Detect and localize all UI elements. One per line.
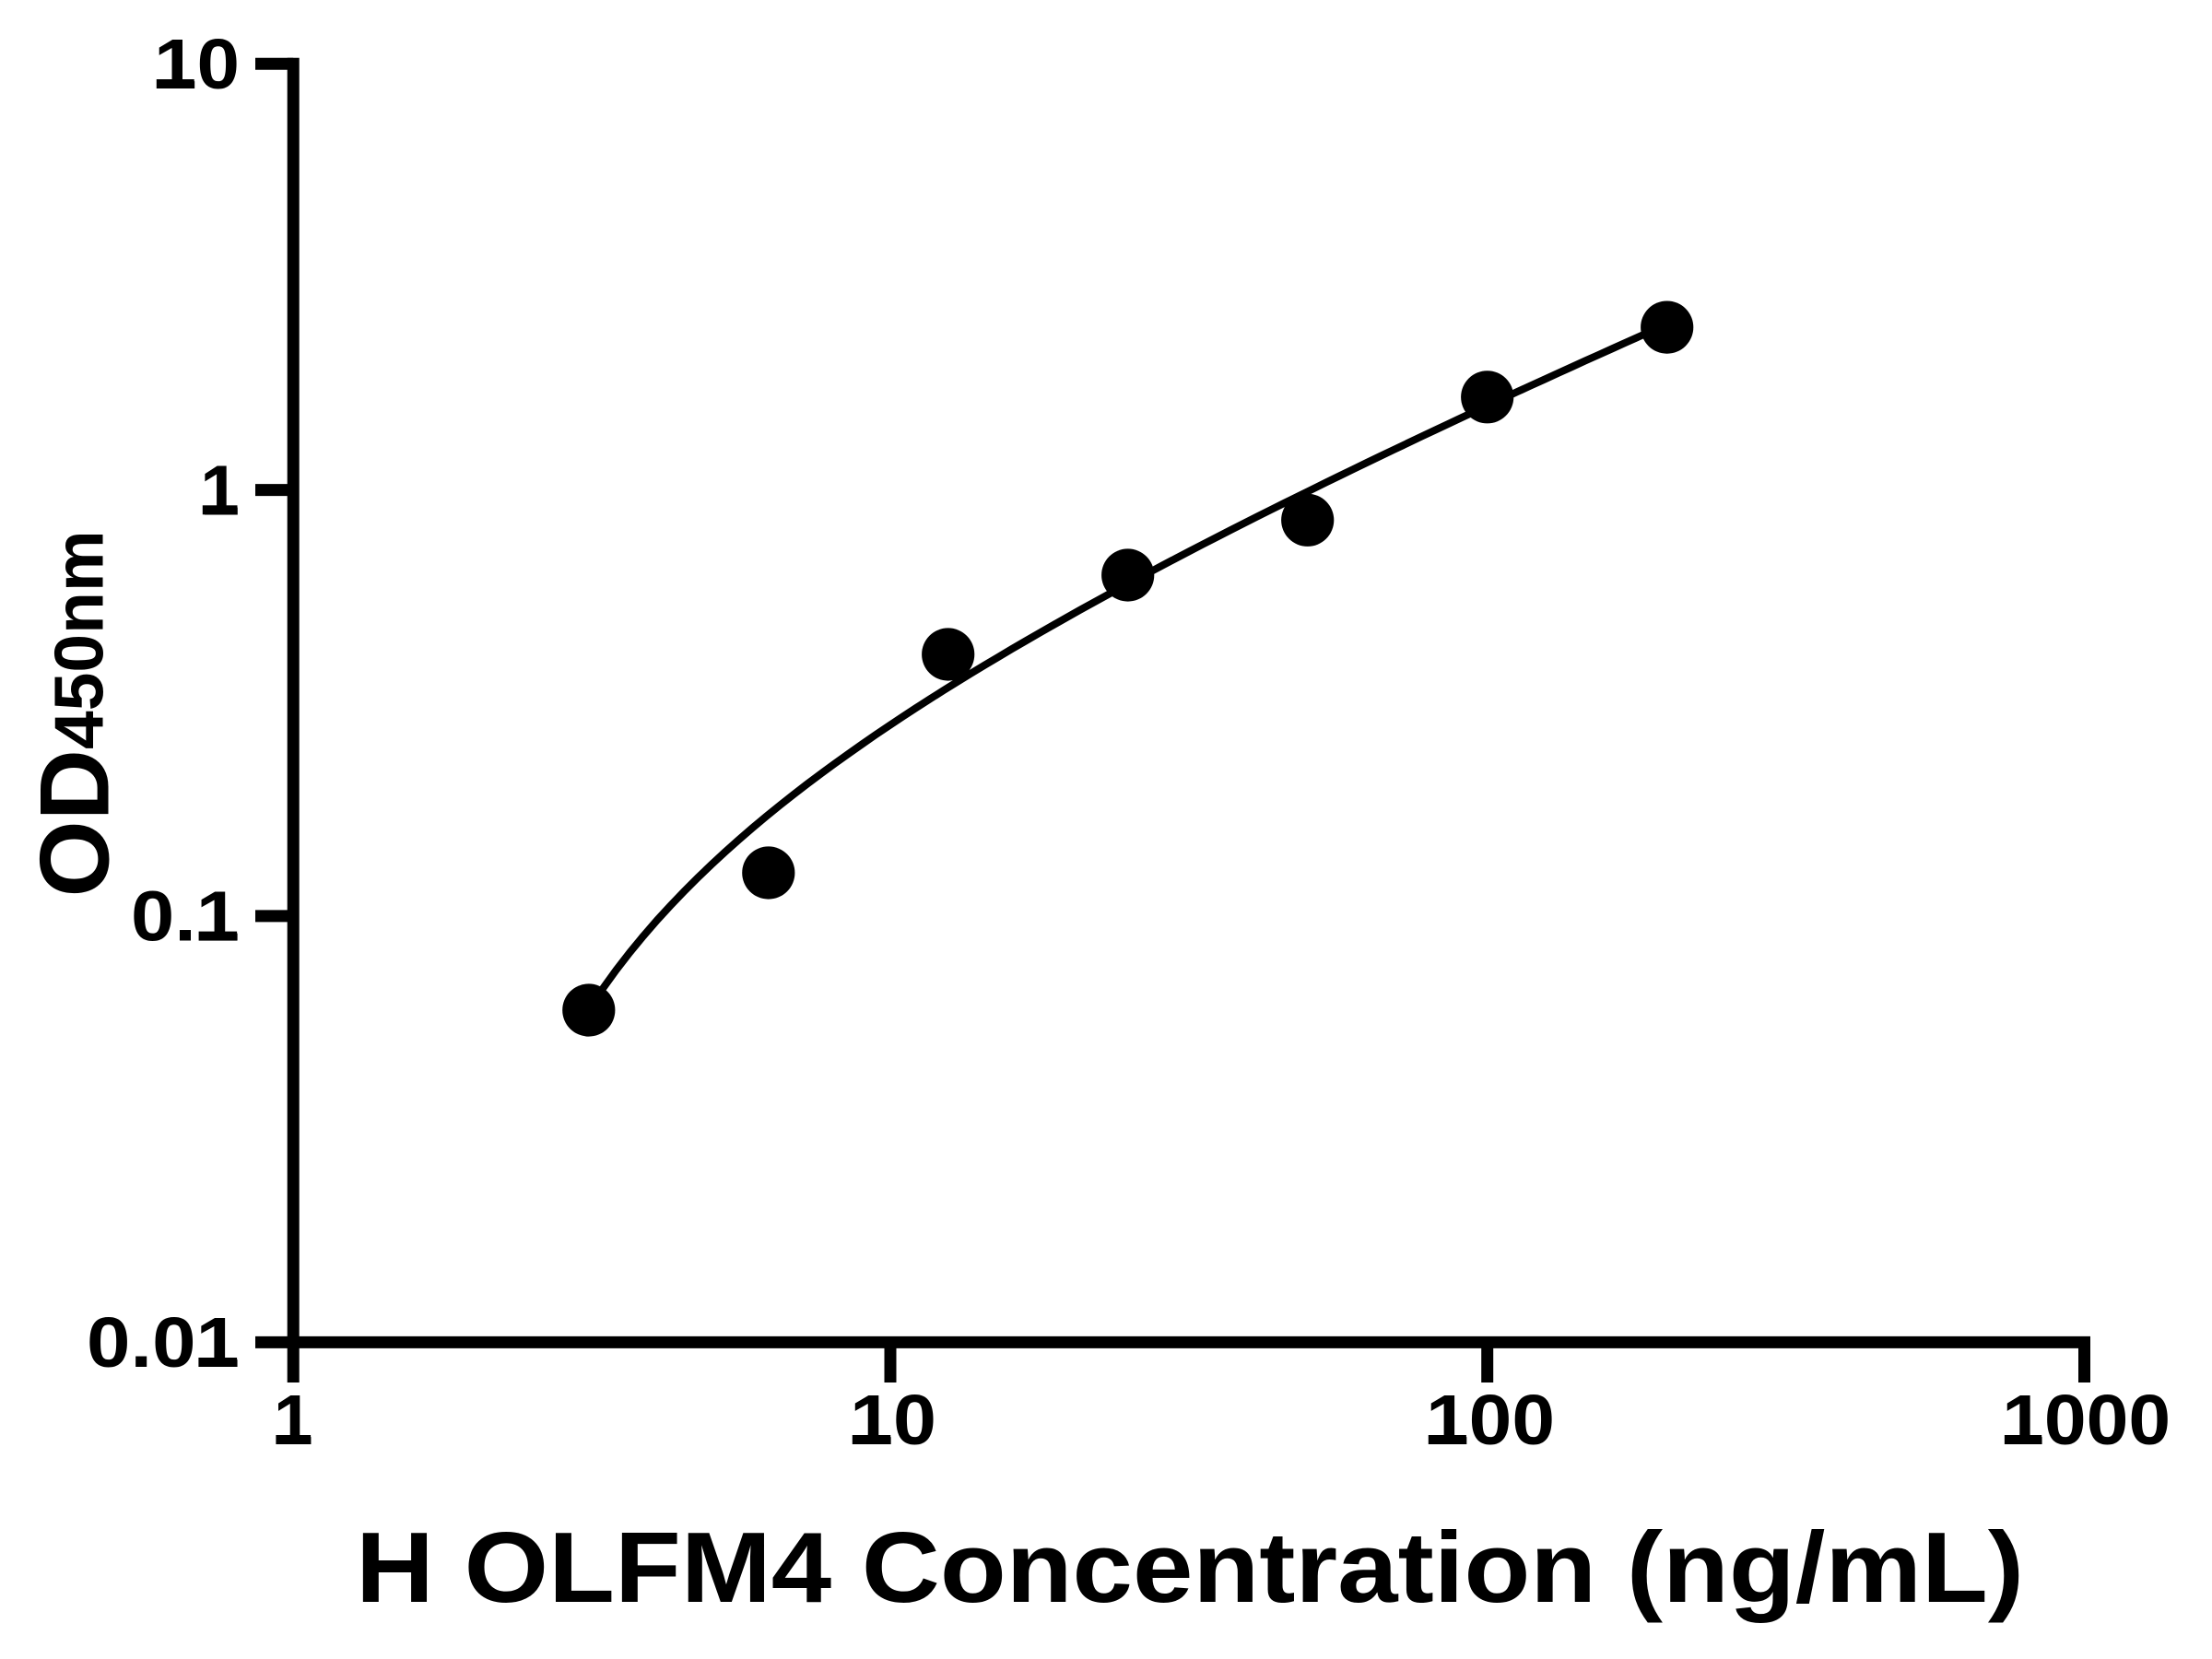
svg-text:1: 1 [274,1381,313,1460]
svg-text:0.01: 0.01 [87,1303,240,1382]
svg-text:H OLFM4 Concentration (ng/mL): H OLFM4 Concentration (ng/mL) [356,1512,2024,1624]
svg-text:10: 10 [154,25,240,104]
svg-text:1000: 1000 [2002,1381,2171,1460]
svg-text:1: 1 [200,451,240,530]
svg-text:10: 10 [850,1381,936,1460]
svg-text:0.1: 0.1 [131,877,240,957]
svg-text:100: 100 [1426,1381,1555,1460]
